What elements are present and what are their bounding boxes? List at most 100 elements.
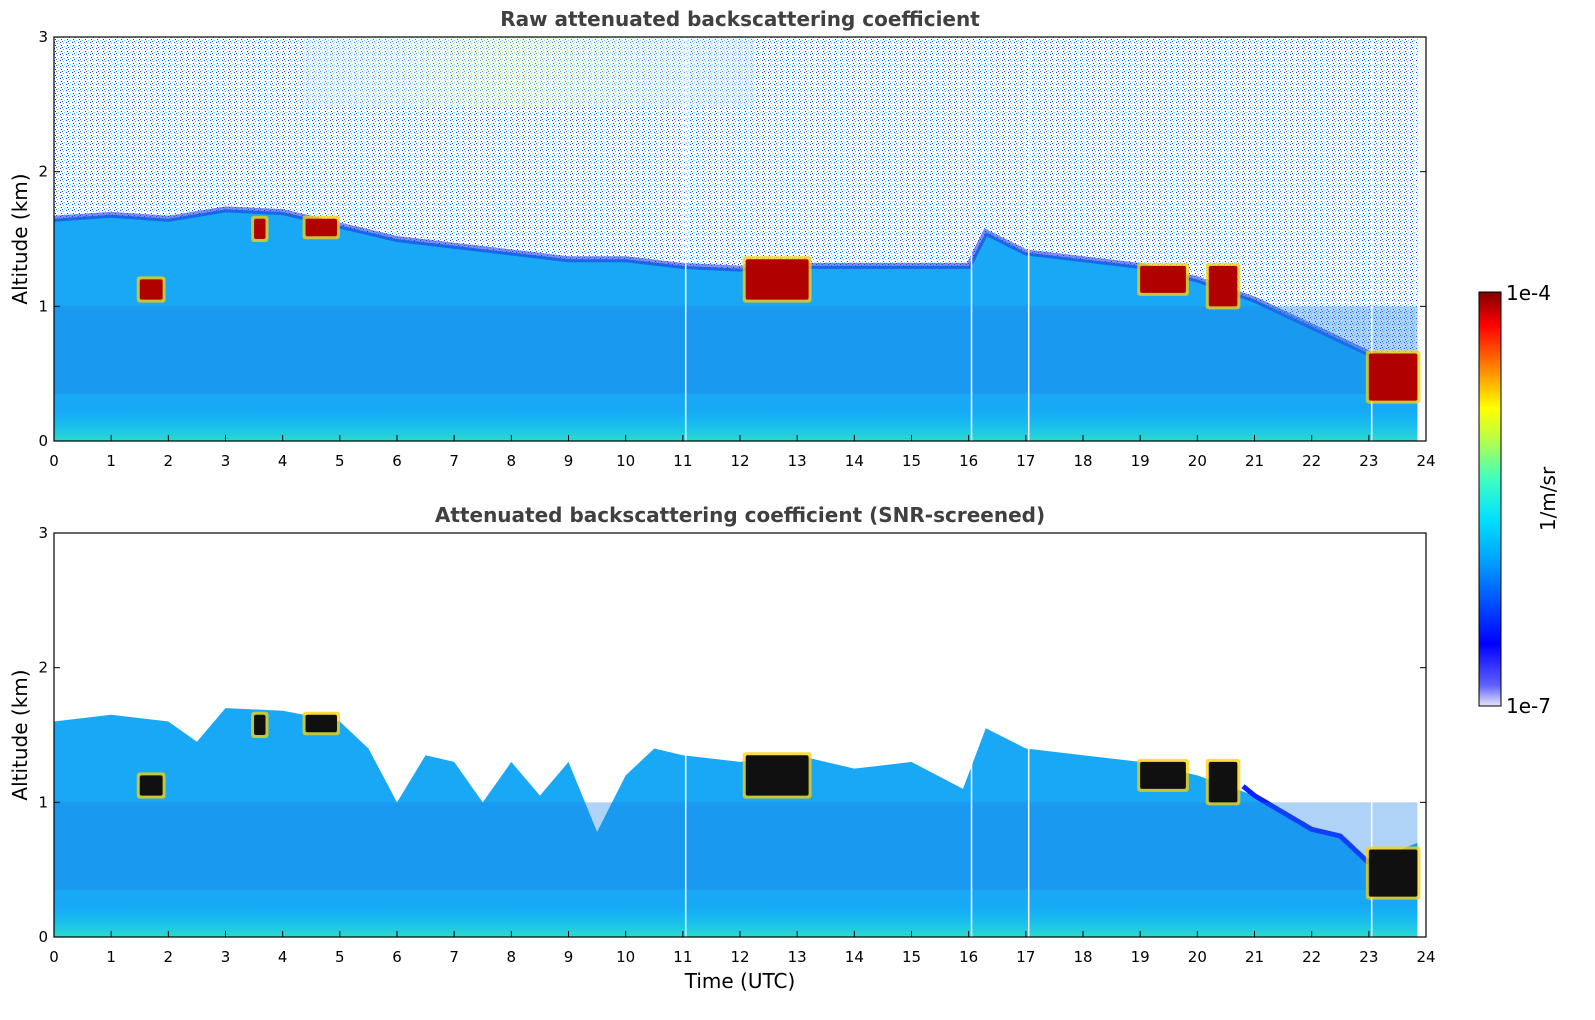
y-tick-label: 2	[38, 163, 48, 181]
x-tick-label: 10	[616, 948, 635, 966]
x-tick-label: 6	[392, 948, 402, 966]
x-tick-label: 18	[1073, 452, 1092, 470]
x-axis-ticks: 0 1 2 3 4 5 6 7 8 9 10 11 12 13 14 15 16 17 18 19 20 21 22 23 24	[49, 435, 1436, 470]
x-tick-label: 5	[335, 452, 345, 470]
colorbar-max-label: 1e-4	[1506, 281, 1551, 305]
x-tick-label: 14	[845, 948, 864, 966]
y-tick-label: 1	[38, 793, 48, 811]
x-tick-label: 17	[1016, 452, 1035, 470]
x-tick-label: 0	[49, 452, 59, 470]
x-tick-label: 9	[564, 948, 574, 966]
high-backscatter-feature	[305, 714, 337, 733]
x-tick-label: 0	[49, 948, 59, 966]
high-backscatter-feature	[254, 714, 266, 735]
raw-backscatter-panel: Raw attenuated backscattering coefficien…	[8, 7, 1436, 470]
x-tick-label: 19	[1131, 452, 1150, 470]
x-tick-label: 22	[1302, 948, 1321, 966]
x-axis-label: Time (UTC)	[684, 969, 796, 993]
x-tick-label: 1	[106, 452, 116, 470]
data-gap-line	[970, 37, 973, 441]
y-axis-label: Altitude (km)	[8, 669, 32, 800]
x-tick-label: 8	[507, 948, 517, 966]
x-tick-label: 6	[392, 452, 402, 470]
high-backscatter-feature	[1368, 353, 1418, 401]
y-axis-ticks: 0 1 2 3	[38, 524, 1426, 946]
x-tick-label: 3	[221, 948, 231, 966]
x-tick-label: 16	[959, 452, 978, 470]
x-tick-label: 24	[1416, 948, 1435, 966]
data-gap-line	[1027, 533, 1030, 937]
boundary-layer-region	[54, 209, 1418, 441]
snr-screened-panel: Attenuated backscattering coefficient (S…	[8, 503, 1436, 993]
y-tick-label: 3	[38, 28, 48, 46]
y-tick-label: 1	[38, 297, 48, 315]
y-tick-label: 0	[38, 928, 48, 946]
y-axis-label: Altitude (km)	[8, 173, 32, 304]
x-tick-label: 11	[673, 452, 692, 470]
x-tick-label: 7	[449, 948, 459, 966]
high-backscatter-feature	[745, 259, 809, 300]
colorbar-min-label: 1e-7	[1506, 694, 1551, 718]
chart-title: Attenuated backscattering coefficient (S…	[435, 503, 1045, 527]
x-tick-label: 19	[1131, 948, 1150, 966]
x-tick-label: 8	[507, 452, 517, 470]
boundary-layer-region	[54, 708, 1418, 937]
boundary-layer-edge	[1241, 784, 1371, 865]
high-backscatter-feature	[305, 218, 337, 237]
y-tick-label: 0	[38, 432, 48, 450]
x-tick-label: 4	[278, 948, 288, 966]
colorbar: 1e-4 1e-7 1/m/sr	[1478, 281, 1560, 718]
high-backscatter-feature	[139, 775, 163, 796]
upper-noise-band	[304, 37, 754, 107]
high-backscatter-feature	[1208, 265, 1238, 307]
x-tick-label: 7	[449, 452, 459, 470]
data-gap-line	[970, 533, 973, 937]
data-gap-line	[1027, 37, 1030, 441]
high-backscatter-feature	[745, 755, 809, 796]
data-gap-line	[684, 533, 687, 937]
near-surface-layer	[54, 407, 1418, 441]
data-gap-line	[1370, 533, 1373, 937]
x-tick-label: 18	[1073, 948, 1092, 966]
data-gap-line	[1370, 37, 1373, 441]
x-tick-label: 17	[1016, 948, 1035, 966]
x-tick-label: 16	[959, 948, 978, 966]
high-backscatter-feature	[1140, 265, 1186, 293]
x-tick-label: 2	[164, 452, 174, 470]
x-tick-label: 20	[1188, 948, 1207, 966]
high-backscatter-feature	[1140, 761, 1186, 789]
raw-backscatter-heatmap	[53, 37, 1421, 441]
x-tick-label: 14	[845, 452, 864, 470]
x-tick-label: 12	[730, 948, 749, 966]
x-tick-label: 20	[1188, 452, 1207, 470]
colorbar-unit-label: 1/m/sr	[1536, 466, 1560, 531]
x-tick-label: 24	[1416, 452, 1435, 470]
y-tick-label: 2	[38, 659, 48, 677]
x-tick-label: 12	[730, 452, 749, 470]
x-tick-label: 22	[1302, 452, 1321, 470]
colorbar-gradient	[1478, 291, 1502, 707]
mid-layer-shading	[54, 802, 1418, 890]
x-tick-label: 15	[902, 948, 921, 966]
x-tick-label: 23	[1359, 452, 1378, 470]
x-tick-label: 3	[221, 452, 231, 470]
x-tick-label: 2	[164, 948, 174, 966]
x-tick-label: 21	[1245, 948, 1264, 966]
high-backscatter-feature	[254, 218, 266, 239]
near-surface-layer	[54, 903, 1418, 937]
x-tick-label: 9	[564, 452, 574, 470]
high-backscatter-feature	[139, 279, 163, 300]
x-tick-label: 4	[278, 452, 288, 470]
high-backscatter-feature	[1368, 849, 1418, 897]
mid-layer-shading	[54, 306, 1418, 394]
y-tick-label: 3	[38, 524, 48, 542]
x-tick-label: 23	[1359, 948, 1378, 966]
x-tick-label: 5	[335, 948, 345, 966]
high-backscatter-feature	[1208, 761, 1238, 803]
y-axis-ticks: 0 1 2 3	[38, 28, 1426, 450]
x-tick-label: 11	[673, 948, 692, 966]
chart-title: Raw attenuated backscattering coefficien…	[500, 7, 980, 31]
data-gap-line	[684, 37, 687, 441]
x-tick-label: 15	[902, 452, 921, 470]
